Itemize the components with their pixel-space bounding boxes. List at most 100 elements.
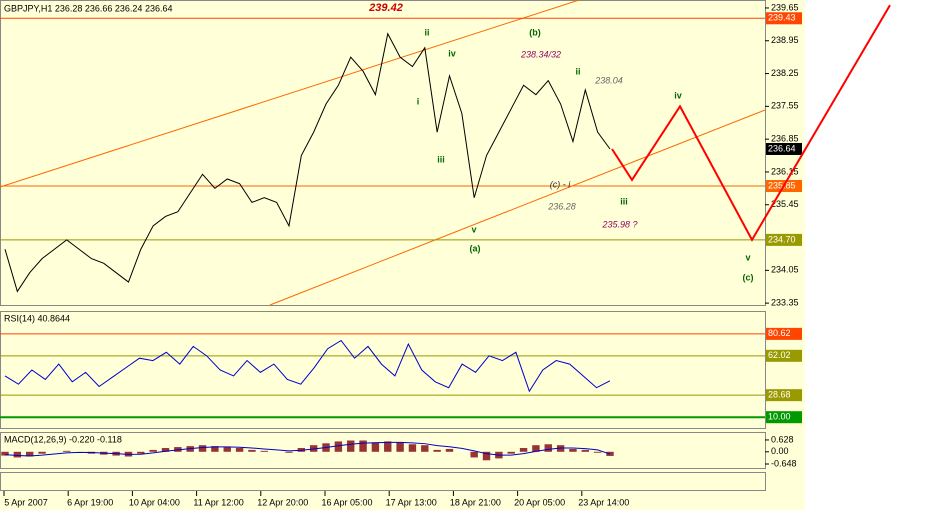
- macd-pane: [0, 432, 766, 469]
- annotation: (c): [743, 272, 754, 282]
- annotation: iii: [620, 196, 628, 206]
- annotation: 236.28: [547, 201, 576, 211]
- rsi-title: RSI(14) 40.8644: [4, 313, 70, 323]
- level-label: 239.43: [768, 13, 796, 23]
- signal-line: [4, 441, 611, 457]
- y-tick-label: 236.15: [771, 166, 799, 176]
- annotation: (c) - i: [550, 179, 571, 189]
- rsi-pane: [0, 311, 766, 429]
- annotation: i: [417, 96, 420, 106]
- forecast-line: [611, 4, 891, 242]
- macd-bar: [25, 451, 34, 457]
- y-tick-label: 239.65: [771, 2, 799, 12]
- macd-bar: [63, 450, 71, 452]
- y-tick-label: 0.00: [771, 446, 789, 456]
- y-tick-label: 235.45: [771, 199, 799, 209]
- x-tick-label: 10 Apr 04:00: [129, 497, 180, 507]
- level-label: 62.02: [768, 350, 791, 360]
- level-label: 234.70: [768, 234, 796, 244]
- macd-bar: [544, 444, 552, 452]
- y-tick-label: 238.25: [771, 68, 799, 78]
- last-price-label: 236.64: [768, 143, 796, 153]
- x-tick-label: 17 Apr 13:00: [386, 497, 437, 507]
- annotation: 235.98 ?: [601, 219, 637, 229]
- price-pane: [0, 0, 766, 306]
- macd-bar: [347, 440, 355, 452]
- macd-bar: [421, 445, 429, 452]
- level-box: [766, 411, 802, 424]
- annotation: iv: [674, 90, 682, 100]
- macd-bar: [359, 440, 367, 452]
- macd-title: MACD(12,26,9) -0.220 -0.118: [4, 434, 122, 444]
- macd-bar: [248, 449, 256, 452]
- x-tick-label: 20 Apr 05:00: [514, 497, 565, 507]
- y-tick-label: 236.85: [771, 134, 799, 144]
- x-tick-label: 18 Apr 21:00: [450, 497, 501, 507]
- level-box: [766, 12, 802, 25]
- macd-bar: [223, 447, 231, 452]
- x-tick-label: 6 Apr 19:00: [67, 497, 113, 507]
- macd-bar: [532, 445, 540, 452]
- level-box: [766, 327, 802, 340]
- annotation: v: [745, 252, 750, 262]
- level-box: [766, 349, 802, 362]
- macd-bar: [260, 450, 268, 452]
- annotation: 239.42: [368, 2, 403, 14]
- macd-bar: [569, 448, 577, 452]
- price-line: [4, 339, 611, 393]
- x-tick-label: 11 Apr 12:00: [193, 497, 243, 507]
- macd-bar: [235, 448, 244, 452]
- x-tick-label: 23 Apr 14:00: [578, 497, 629, 507]
- macd-bar: [482, 451, 491, 461]
- macd-bar: [211, 446, 219, 452]
- macd-bar: [161, 448, 170, 452]
- macd-bar: [593, 451, 602, 453]
- macd-bar: [470, 451, 478, 458]
- y-tick-label: 233.35: [771, 298, 799, 308]
- level-label: 10.00: [768, 412, 791, 422]
- macd-bar: [396, 442, 404, 452]
- channel-line: [0, 0, 581, 188]
- x-tick-label: 5 Apr 2007: [4, 497, 48, 507]
- y-tick-label: 0.628: [771, 434, 794, 444]
- macd-bar: [507, 451, 515, 454]
- annotation: ii: [424, 27, 429, 37]
- annotation: ii: [575, 66, 580, 76]
- macd-bar: [519, 448, 528, 452]
- annotation: v: [471, 224, 476, 234]
- macd-bar: [581, 449, 590, 452]
- macd-bar: [285, 451, 293, 453]
- last-price-box: [766, 142, 802, 155]
- x-tick-label: 16 Apr 05:00: [321, 497, 372, 507]
- background: [0, 0, 805, 510]
- macd-bar: [384, 441, 392, 452]
- macd-bar: [137, 451, 145, 454]
- macd-bar: [334, 441, 343, 452]
- level-box: [766, 233, 802, 246]
- macd-bar: [371, 442, 380, 452]
- macd-bar: [38, 451, 46, 454]
- y-tick-label: 238.95: [771, 35, 799, 45]
- annotation: (b): [529, 27, 541, 37]
- macd-bar: [408, 444, 417, 452]
- macd-bar: [198, 445, 207, 452]
- extra-pane: [0, 472, 766, 491]
- annotation: 238.34/32: [520, 49, 561, 59]
- y-tick-label: 237.55: [771, 101, 799, 111]
- annotation: (a): [470, 243, 481, 253]
- channel-line: [269, 109, 766, 306]
- macd-bar: [445, 448, 454, 452]
- price-line: [4, 32, 611, 293]
- macd-bar: [149, 449, 157, 452]
- y-tick-label: 234.05: [771, 265, 799, 275]
- annotation: iii: [437, 154, 445, 164]
- level-box: [766, 389, 802, 402]
- x-tick-label: 12 Apr 20:00: [257, 497, 308, 507]
- macd-bar: [1, 451, 9, 456]
- y-tick-label: -0.648: [771, 458, 797, 468]
- level-label: 28.68: [768, 390, 791, 400]
- annotation: iv: [448, 48, 456, 58]
